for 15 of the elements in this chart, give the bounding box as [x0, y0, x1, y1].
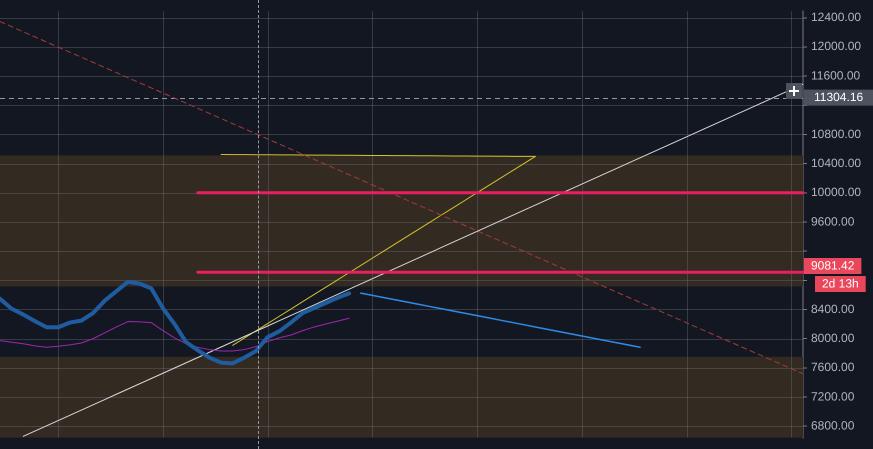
y-tick-label: 10400.00	[811, 156, 862, 170]
y-tick-label: 9600.00	[811, 214, 855, 228]
text: 9081.42	[811, 258, 855, 272]
y-tick-label: 10800.00	[811, 126, 862, 141]
ref-line-label: 11304.16	[814, 90, 864, 104]
y-tick-label: 12000.00	[811, 39, 862, 54]
y-tick-label: 8400.00	[811, 302, 855, 316]
y-tick-label: 8000.00	[811, 330, 855, 345]
y-tick-label: 7600.00	[811, 360, 855, 374]
y-tick-label: 12400.00	[811, 10, 862, 24]
y-tick-label: 11600.00	[811, 68, 860, 82]
y-tick-label: 7200.00	[811, 389, 855, 404]
text: 2d 13h	[822, 276, 859, 290]
y-tick-label: 10000.00	[811, 185, 862, 200]
y-tick-label: 6800.00	[811, 418, 855, 432]
